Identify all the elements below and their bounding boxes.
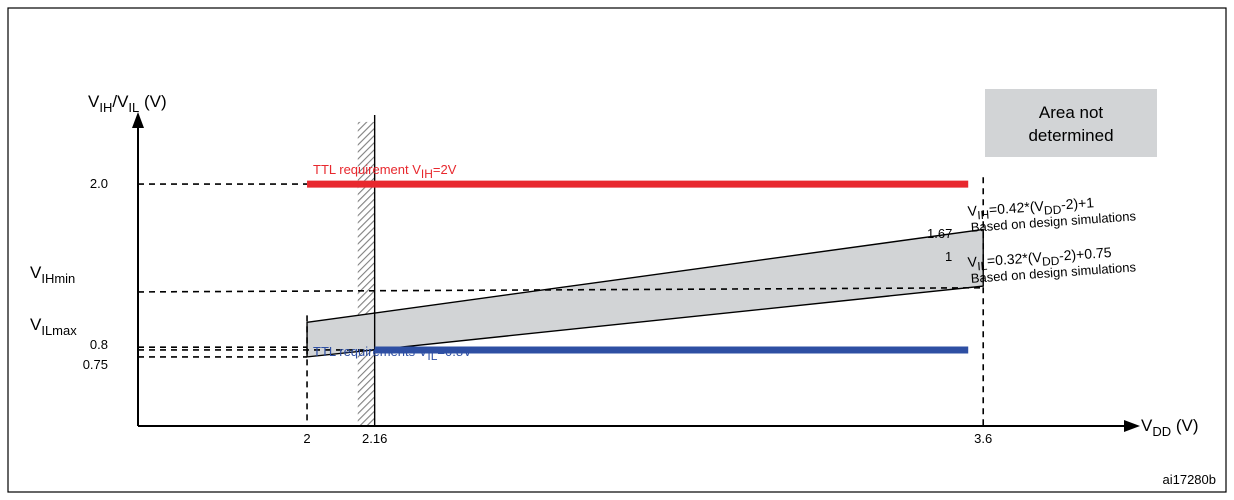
formula-vil-post: -2)+0.75 [1058, 244, 1112, 264]
formula-vih-sub1: IH [977, 208, 990, 223]
y-axis-arrow [132, 112, 144, 128]
formula-vih-pre: V [967, 202, 978, 219]
series-label-ttl-vih-sub: IH [421, 167, 433, 181]
formula-vih-sub2: DD [1044, 202, 1063, 217]
formula-vil-pre: V [967, 253, 978, 270]
legend-text-line1: Area not [1039, 103, 1104, 122]
y-marker-ilmax: VILmax [30, 315, 77, 338]
x-axis-arrow [1124, 420, 1140, 432]
series-label-ttl-vil-tail: =0.8V [437, 344, 472, 359]
svg-text:VIH=0.42*(VDD-2)+1: VIH=0.42*(VDD-2)+1 [967, 194, 1095, 223]
y-marker-ilmax-main: V [30, 315, 42, 334]
guide-y-ihmin [137, 286, 984, 293]
y-marker-ilmax-sub: ILmax [41, 323, 77, 338]
series-label-ttl-vil-main: TTL requirements V [313, 344, 428, 359]
y-axis-title-sep: /V [112, 92, 129, 111]
band-end-label-upper: 1.67 [927, 226, 952, 241]
y-axis-title-unit: (V) [139, 92, 166, 111]
formula-vil-sub1: IL [977, 259, 988, 274]
formula-vih-post: -2)+1 [1060, 194, 1094, 212]
legend-box [985, 89, 1157, 157]
figure-frame [7, 7, 1227, 493]
y-tick-label: 0.75 [83, 357, 108, 372]
series-label-ttl-vih-tail: =2V [433, 162, 457, 177]
svg-text:VIL=0.32*(VDD-2)+0.75: VIL=0.32*(VDD-2)+0.75 [967, 244, 1112, 274]
x-axis-title-main: V [1141, 416, 1153, 435]
formula-vih-mid: =0.42*(V [988, 198, 1045, 218]
y-axis-title-a: V [88, 92, 100, 111]
band-end-label-lower: 1 [945, 249, 952, 264]
y-axis-title: VIH/VIL (V) [88, 92, 167, 115]
y-axis-title-a-sub: IH [99, 100, 112, 115]
y-tick-label: 2.0 [90, 176, 108, 191]
series-label-ttl-vih-main: TTL requirement V [313, 162, 421, 177]
y-axis-title-b-sub: IL [128, 100, 139, 115]
series-label-ttl-vil-sub: IL [427, 349, 437, 363]
x-axis-title: VDD (V) [1141, 416, 1199, 439]
x-axis-title-unit: (V) [1171, 416, 1198, 435]
series-label-ttl-vih: TTL requirement VIH=2V [313, 162, 457, 181]
y-marker-ihmin: VIHmin [30, 263, 75, 286]
x-tick-label: 2.16 [362, 431, 387, 446]
band-area [306, 228, 984, 358]
figure-id: ai17280b [1163, 472, 1217, 487]
y-marker-ihmin-sub: IHmin [41, 271, 75, 286]
formula-vil-mid: =0.32*(V [986, 249, 1043, 269]
x-tick-label: 3.6 [974, 431, 992, 446]
legend-text-line2: determined [1028, 126, 1113, 145]
y-tick-label: 0.8 [90, 337, 108, 352]
x-tick-label: 2 [303, 431, 310, 446]
series-label-ttl-vil: TTL requirements VIL=0.8V [313, 344, 472, 363]
x-axis-title-sub: DD [1152, 424, 1171, 439]
formula-vil-sub2: DD [1042, 254, 1061, 269]
y-marker-ihmin-main: V [30, 263, 42, 282]
